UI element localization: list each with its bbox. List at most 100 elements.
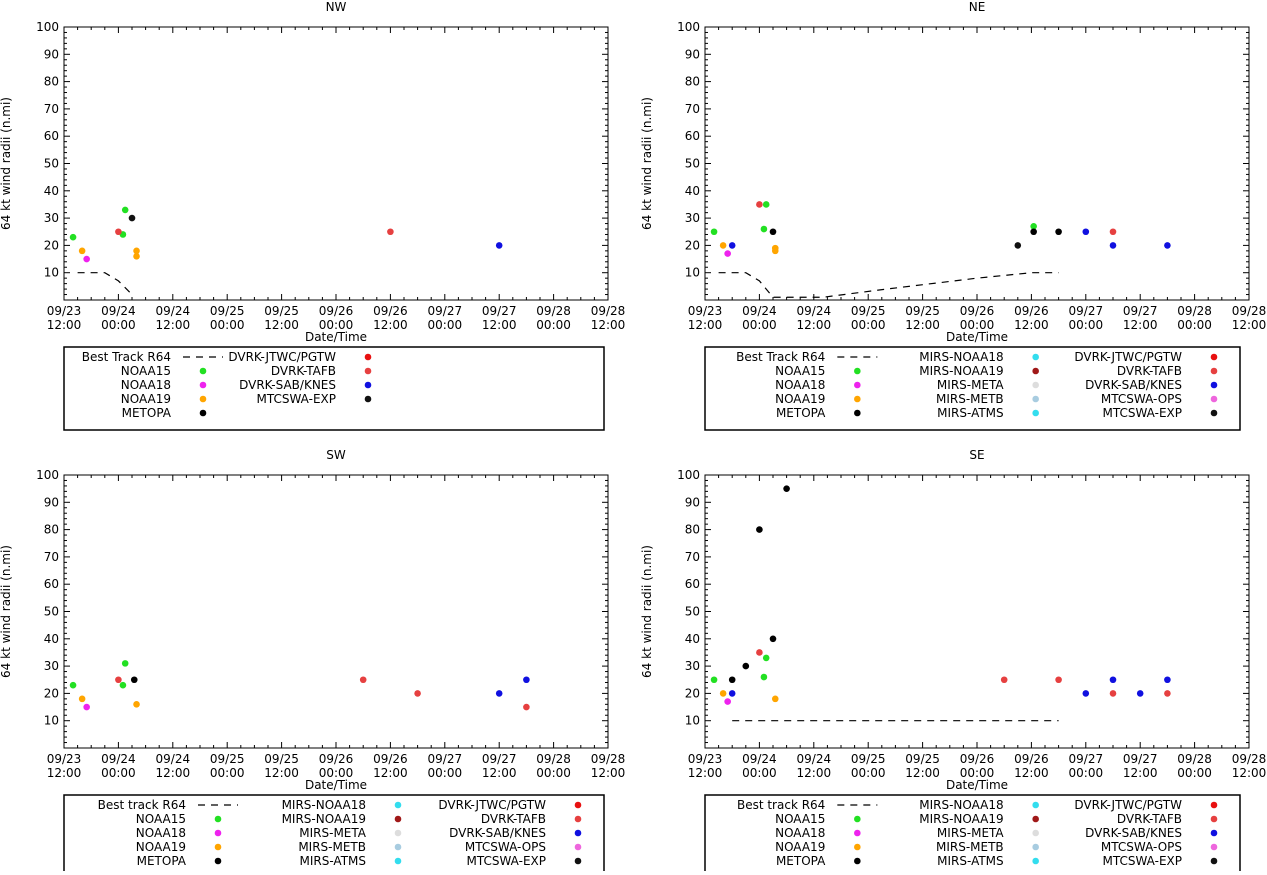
legend-label: MIRS-NOAA18 <box>282 798 366 812</box>
legend-label: DVRK-JTWC/PGTW <box>228 350 336 364</box>
x-tick-date: 09/25 <box>264 752 299 766</box>
y-tick-label: 100 <box>36 468 59 482</box>
legend-dot-marker <box>854 843 861 851</box>
x-tick-label: 09/27 12:00 <box>482 752 517 780</box>
x-tick-time: 12:00 <box>1123 318 1158 332</box>
data-point-noaa15 <box>121 660 129 667</box>
legend-label: Best track R64 <box>737 798 825 812</box>
legend-label: MIRS-METB <box>936 840 1004 854</box>
y-tick-label: 90 <box>44 47 59 61</box>
x-tick-label: 09/28 00:00 <box>536 304 571 332</box>
x-tick-time: 12:00 <box>47 766 82 780</box>
legend-dot-marker <box>854 857 861 865</box>
y-tick-label: 10 <box>44 266 59 280</box>
legend-box <box>704 346 1241 431</box>
legend-dot-marker <box>1210 801 1218 809</box>
legend-label: MTCSWA-OPS <box>1101 840 1182 854</box>
x-tick-label: 09/26 00:00 <box>960 304 995 332</box>
x-tick-date: 09/26 <box>319 752 354 766</box>
legend-label: MIRS-NOAA19 <box>919 364 1003 378</box>
legend-dot-marker <box>1210 815 1218 823</box>
x-tick-date: 09/28 <box>591 304 626 318</box>
legend-dot-marker <box>1210 829 1218 837</box>
x-tick-label: 09/24 12:00 <box>156 304 191 332</box>
data-point-noaa18 <box>724 250 731 257</box>
data-point-tafb <box>1109 690 1117 697</box>
legend-label: NOAA19 <box>775 392 825 406</box>
data-point-noaa15 <box>762 201 770 208</box>
legend-label: NOAA18 <box>121 378 171 392</box>
x-tick-date: 09/26 <box>319 304 354 318</box>
data-point-mtcswa <box>1014 242 1022 249</box>
data-point-noaa18 <box>83 703 90 711</box>
data-point-tafb <box>756 201 763 208</box>
x-tick-label: 09/23 12:00 <box>688 304 723 332</box>
plot-frame <box>704 474 1250 749</box>
x-tick-label: 09/27 00:00 <box>428 752 463 780</box>
y-tick-label: 40 <box>44 632 59 646</box>
x-tick-date: 09/24 <box>797 304 832 318</box>
data-point-sab <box>1082 690 1090 697</box>
legend-dot-marker <box>364 367 372 375</box>
legend-label: MTCSWA-EXP <box>1103 406 1183 420</box>
data-point-noaa15 <box>710 676 718 684</box>
legend-label: DVRK-TAFB <box>271 364 336 378</box>
x-tick-date: 09/26 <box>960 304 995 318</box>
y-tick-label: 40 <box>685 184 700 198</box>
x-tick-date: 09/24 <box>156 304 191 318</box>
x-tick-date: 09/24 <box>101 752 136 766</box>
x-tick-label: 09/24 00:00 <box>101 752 136 780</box>
legend-dot-marker <box>199 395 207 403</box>
x-tick-time: 12:00 <box>591 318 626 332</box>
x-tick-date: 09/25 <box>264 304 299 318</box>
y-tick-label: 60 <box>44 577 59 591</box>
y-tick-label: 10 <box>685 714 700 728</box>
x-tick-date: 09/26 <box>960 752 995 766</box>
data-point-noaa15 <box>1030 222 1037 230</box>
legend-label: Best Track R64 <box>82 350 171 364</box>
x-tick-time: 12:00 <box>797 766 832 780</box>
legend-label: DVRK-SAB/KNES <box>1085 826 1182 840</box>
x-tick-time: 12:00 <box>905 766 940 780</box>
plot-frame <box>704 26 1250 301</box>
legend-dot-marker <box>1032 815 1039 823</box>
y-axis-label: 64 kt wind radii (n.mi) <box>640 97 654 230</box>
legend-label: MIRS-NOAA19 <box>282 812 366 826</box>
x-tick-time: 00:00 <box>1069 766 1104 780</box>
legend-label: MIRS-NOAA18 <box>919 798 1003 812</box>
data-point-tafb <box>523 703 530 711</box>
legend-label: NOAA15 <box>136 812 186 826</box>
legend-label: DVRK-SAB/KNES <box>239 378 336 392</box>
legend-label: MIRS-META <box>937 826 1005 840</box>
legend-dot-marker <box>214 815 222 823</box>
y-tick-label: 30 <box>44 211 59 225</box>
x-tick-date: 09/25 <box>905 304 940 318</box>
x-tick-label: 09/28 12:00 <box>591 304 626 332</box>
legend-box <box>704 794 1241 875</box>
legend-dot-marker <box>1032 381 1039 389</box>
data-point-noaa19 <box>133 253 140 260</box>
y-axis-label: 64 kt wind radii (n.mi) <box>0 97 13 230</box>
legend-label: Best track R64 <box>98 798 186 812</box>
data-point-noaa15 <box>760 225 768 233</box>
x-tick-time: 12:00 <box>905 318 940 332</box>
legend-label: MTCSWA-OPS <box>1101 392 1182 406</box>
x-tick-date: 09/23 <box>47 752 82 766</box>
legend-dot-marker <box>854 367 861 375</box>
legend-label: MIRS-ATMS <box>300 854 367 868</box>
y-tick-label: 60 <box>44 129 59 143</box>
y-tick-label: 50 <box>685 157 700 171</box>
x-tick-time: 00:00 <box>742 766 777 780</box>
x-tick-date: 09/26 <box>1014 752 1049 766</box>
y-axis-label: 64 kt wind radii (n.mi) <box>640 545 654 678</box>
x-tick-label: 09/25 12:00 <box>905 752 940 780</box>
x-tick-date: 09/23 <box>688 304 723 318</box>
y-tick-label: 60 <box>685 129 700 143</box>
y-tick-label: 50 <box>685 605 700 619</box>
data-point-tafb <box>387 228 394 236</box>
